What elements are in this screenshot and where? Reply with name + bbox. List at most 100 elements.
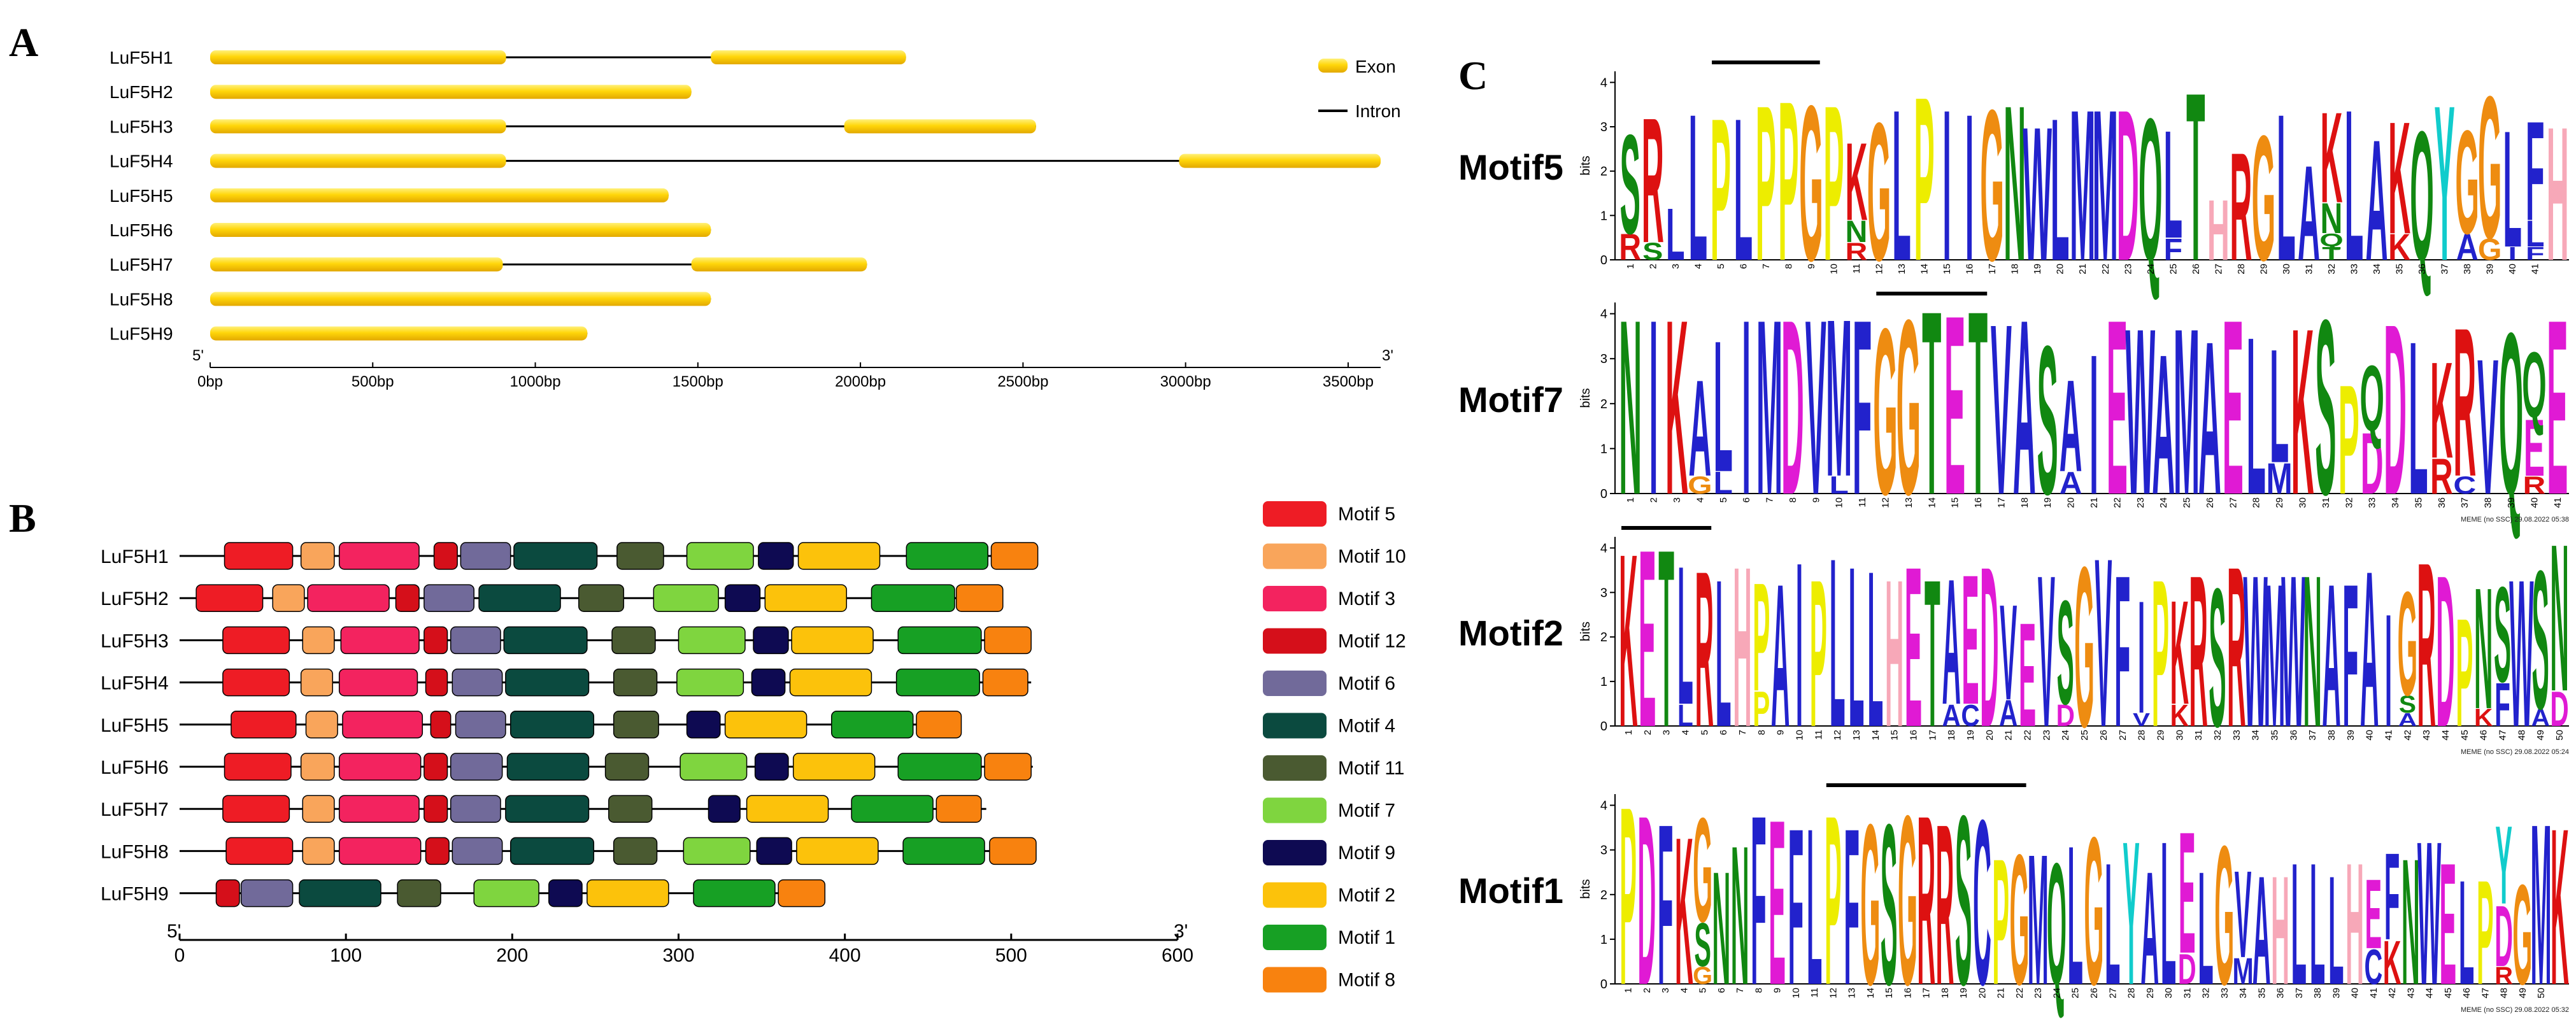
logo-position-label: 17 bbox=[1996, 497, 2007, 508]
logo-letter: L bbox=[1849, 520, 1865, 775]
logo-letter: P bbox=[2477, 849, 2494, 1016]
motif-block bbox=[683, 837, 751, 865]
logo-letter: K bbox=[2321, 85, 2343, 230]
motif-block bbox=[724, 711, 808, 739]
logo-letter: A bbox=[2398, 709, 2417, 730]
logo-letter: G bbox=[1799, 59, 1823, 307]
logo-y-tick-label: 2 bbox=[1600, 165, 1607, 179]
logo-letter: G bbox=[2512, 855, 2532, 1015]
logo-y-tick-label: 2 bbox=[1600, 397, 1607, 411]
motif-block bbox=[423, 584, 475, 612]
logo-position-label: 31 bbox=[2182, 988, 2193, 999]
motif-block bbox=[754, 753, 789, 781]
motif-block bbox=[300, 542, 335, 570]
logo-position-label: 24 bbox=[2158, 497, 2169, 508]
logo-letter: L bbox=[1677, 525, 1693, 746]
motif-block bbox=[397, 879, 441, 907]
motif-block bbox=[989, 837, 1037, 865]
logo-position-label: 41 bbox=[2368, 988, 2379, 999]
logo-position-label: 26 bbox=[2089, 988, 2100, 999]
logo-letter: V bbox=[2095, 508, 2112, 778]
logo-letter: N bbox=[1846, 215, 1868, 249]
motif-block bbox=[450, 753, 503, 781]
gene-label: LuF5H3 bbox=[101, 630, 169, 651]
motif-block bbox=[831, 711, 914, 739]
logo-position-label: 3 bbox=[1660, 988, 1671, 993]
logo-position-label: 23 bbox=[2041, 730, 2052, 741]
logo-letter: L bbox=[1689, 70, 1708, 304]
logo-position-label: 37 bbox=[2294, 988, 2305, 999]
logo-letter: A bbox=[2198, 295, 2221, 540]
logo-position-label: 47 bbox=[2498, 730, 2508, 741]
logo-letter: N bbox=[1712, 839, 1731, 1018]
logo-letter: F bbox=[2526, 244, 2545, 264]
logo-letter: F bbox=[1658, 777, 1673, 1021]
logo-letter: A bbox=[2360, 525, 2379, 774]
logo-letter: D bbox=[1638, 766, 1656, 1021]
gene-row: LuF5H5 bbox=[110, 186, 669, 206]
logo-letter: S bbox=[2315, 268, 2336, 547]
logo-letter: L bbox=[2328, 843, 2344, 1016]
logo-position-label: 40 bbox=[2529, 497, 2540, 508]
logo-y-label: bits bbox=[1579, 879, 1593, 899]
logo-position-label: 18 bbox=[2010, 264, 2021, 274]
logo-position-label: 46 bbox=[2461, 988, 2472, 999]
legend-swatch bbox=[1263, 925, 1327, 950]
motif-block bbox=[272, 584, 305, 612]
logo-letter: Y bbox=[2495, 802, 2512, 927]
logo-position-label: 8 bbox=[1753, 988, 1764, 993]
logo-letter: Q bbox=[2499, 285, 2524, 543]
logo-position-label: 6 bbox=[1741, 497, 1752, 502]
logo-letter: G bbox=[1693, 962, 1712, 990]
gene-label: LuF5H9 bbox=[101, 884, 169, 905]
logo-letter: T bbox=[2186, 43, 2205, 311]
logo-position-label: 35 bbox=[2269, 730, 2280, 741]
motif-block bbox=[338, 753, 422, 781]
logo-position-label: 1 bbox=[1623, 730, 1634, 735]
logo-letter: N bbox=[2474, 552, 2493, 746]
logo-letter: S bbox=[1694, 910, 1711, 979]
logo-letter: F bbox=[1844, 781, 1860, 1021]
logo-position-label: 8 bbox=[1788, 497, 1798, 502]
logo-position-label: 10 bbox=[1791, 988, 1802, 999]
motif-block bbox=[792, 753, 876, 781]
logo-letter: A bbox=[2152, 313, 2175, 536]
motif-block bbox=[222, 668, 290, 697]
logo-letter: D bbox=[2056, 699, 2075, 733]
logo-position-label: 18 bbox=[2019, 497, 2030, 508]
logo-position-label: 21 bbox=[2089, 497, 2100, 508]
motif-block bbox=[604, 753, 650, 781]
logo-y-tick-label: 0 bbox=[1600, 253, 1607, 267]
logo-letter: L bbox=[2291, 828, 2307, 1021]
logo-position-label: 12 bbox=[1832, 730, 1843, 741]
motif-block bbox=[338, 668, 418, 697]
motif-block bbox=[430, 711, 452, 739]
logo-credit: MEME (no SSC) 29.08.2022 05:24 bbox=[2461, 748, 2569, 756]
logo-position-label: 31 bbox=[2321, 497, 2331, 508]
gene-label: LuF5H4 bbox=[110, 152, 173, 171]
logo-letter: N bbox=[1731, 805, 1749, 1021]
logo-y-tick-label: 1 bbox=[1600, 209, 1607, 223]
motif-block bbox=[676, 668, 744, 697]
logo-position-label: 27 bbox=[2107, 988, 2118, 999]
logo-letter: F bbox=[2114, 531, 2130, 772]
logo-position-label: 22 bbox=[2112, 497, 2123, 508]
legend-label: Motif 9 bbox=[1338, 843, 1395, 864]
motif-row: LuF5H3 bbox=[101, 626, 1032, 655]
logo-letter: S bbox=[2037, 302, 2058, 539]
logo-letter: L bbox=[1830, 508, 1846, 778]
logo-position-label: 44 bbox=[2424, 988, 2435, 999]
logo-letter: I bbox=[2089, 313, 2098, 536]
motif-block bbox=[982, 668, 1028, 697]
logo-position-label: 4 bbox=[1680, 730, 1691, 735]
gene-structure-axis: 5' 3' 0bp 500bp 1000bp 1500bp 2000bp 2500bp 30… bbox=[192, 347, 1393, 390]
legend-swatch bbox=[1263, 586, 1327, 611]
logo-letter: M bbox=[2070, 66, 2095, 306]
axis-tick-label: 400 bbox=[829, 945, 861, 966]
logo-letter: A bbox=[1771, 542, 1790, 770]
logo-position-label: 5 bbox=[1716, 264, 1726, 269]
logo-position-label: 28 bbox=[2137, 730, 2147, 741]
exon-block bbox=[210, 119, 506, 134]
motif-block bbox=[222, 795, 290, 823]
